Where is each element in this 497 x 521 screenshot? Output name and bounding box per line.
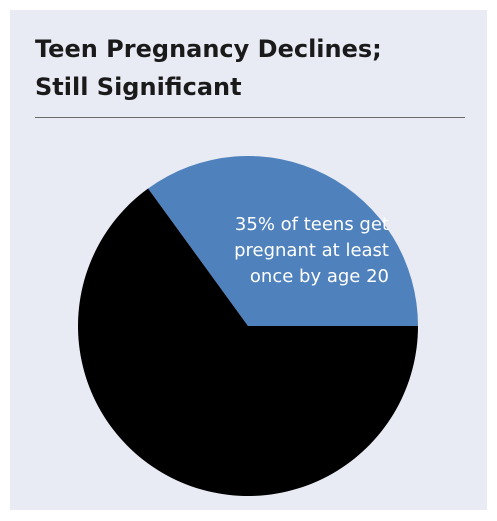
pie-slice-2 — [78, 188, 418, 497]
title-divider — [35, 117, 465, 118]
pie-slice-1-label-line-1: 35% of teens get — [235, 214, 389, 235]
pie-slice-1-label: 35% of teens get pregnant at least once by… — [234, 214, 389, 287]
pie-slice-1 — [148, 156, 418, 326]
chart-title-line-1: Teen Pregnancy Declines; — [35, 35, 382, 63]
chart-panel: Teen Pregnancy Declines; Still Significa… — [10, 10, 487, 510]
pie-slices — [78, 156, 418, 497]
chart-title: Teen Pregnancy Declines; Still Significa… — [35, 30, 382, 106]
pie-slice-1-label-line-2: pregnant at least — [234, 240, 389, 261]
pie-chart: 35% of teens get pregnant at least once by… — [78, 156, 418, 497]
chart-title-line-2: Still Significant — [35, 73, 242, 101]
pie-slice-1-label-line-3: once by age 20 — [250, 266, 389, 287]
pie-slice-labels: 35% of teens get pregnant at least once by… — [234, 214, 389, 287]
